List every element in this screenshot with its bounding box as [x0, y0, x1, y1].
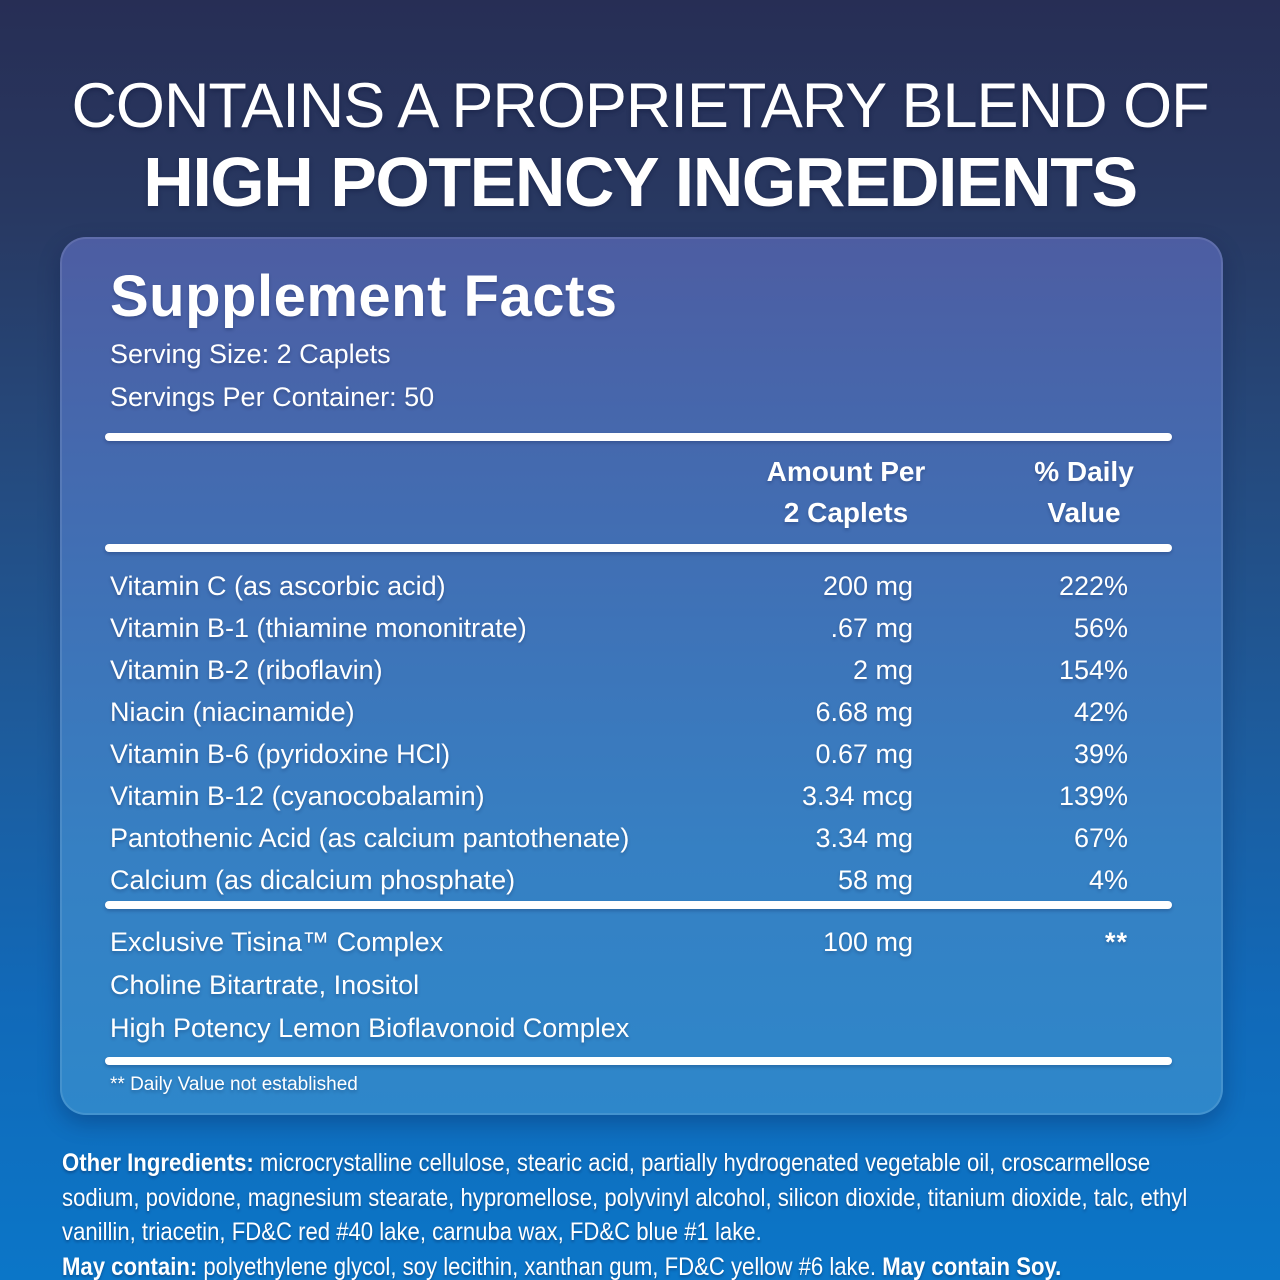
divider-line	[105, 901, 1172, 909]
table-row: Niacin (niacinamide) 6.68 mg 42%	[60, 697, 1223, 739]
column-header-amount-line2: 2 Caplets	[783, 497, 909, 528]
column-header-daily-value: % Daily Value	[984, 451, 1184, 533]
may-contain-soy: May contain Soy.	[882, 1252, 1062, 1280]
proprietary-complex-line2: Choline Bitartrate, Inositol	[60, 970, 1223, 1012]
other-ingredients-paragraph: Other Ingredients: microcrystalline cell…	[62, 1146, 1221, 1250]
divider-line	[105, 1057, 1172, 1065]
nutrient-name: Vitamin B-6 (pyridoxine HCl)	[110, 739, 451, 769]
proprietary-complex-row: Exclusive Tisina™ Complex 100 mg **	[60, 927, 1223, 969]
nutrient-amount: 200 mg	[822, 571, 913, 601]
column-header-dv-line2: Value	[1047, 497, 1121, 528]
nutrient-rows: Vitamin C (as ascorbic acid) 200 mg 222%…	[60, 571, 1223, 907]
servings-per-container: Servings Per Container: 50	[110, 382, 435, 412]
nutrient-name: Vitamin B-12 (cyanocobalamin)	[110, 781, 485, 811]
may-contain-label: May contain:	[62, 1252, 198, 1280]
nutrient-name: Niacin (niacinamide)	[110, 697, 355, 727]
divider-line	[105, 433, 1172, 441]
table-row: Vitamin C (as ascorbic acid) 200 mg 222%	[60, 571, 1223, 613]
panel-title: Supplement Facts	[110, 264, 618, 329]
nutrient-amount: .67 mg	[830, 613, 913, 643]
nutrient-daily-value: 39%	[1073, 739, 1128, 769]
may-contain-paragraph: May contain: polyethylene glycol, soy le…	[62, 1250, 1221, 1280]
column-header-dv-line1: % Daily	[1034, 456, 1134, 487]
supplement-facts-panel: Supplement Facts Serving Size: 2 Caplets…	[60, 237, 1223, 1115]
table-row: Vitamin B-6 (pyridoxine HCl) 0.67 mg 39%	[60, 739, 1223, 781]
nutrient-amount: 6.68 mg	[815, 697, 913, 727]
proprietary-complex-line3: High Potency Lemon Bioflavonoid Complex	[60, 1013, 1223, 1055]
other-ingredients-label: Other Ingredients:	[62, 1149, 254, 1177]
headline-line2: HIGH POTENCY INGREDIENTS	[143, 143, 1138, 221]
other-ingredients-text: microcrystalline cellulose, stearic acid…	[62, 1149, 1188, 1246]
nutrient-name: Vitamin B-2 (riboflavin)	[110, 655, 383, 685]
column-header-amount-line1: Amount Per	[766, 456, 926, 487]
table-row: Vitamin B-1 (thiamine mononitrate) .67 m…	[60, 613, 1223, 655]
proprietary-ingredient: Choline Bitartrate, Inositol	[110, 970, 420, 1000]
proprietary-complex-daily-value: **	[1104, 927, 1128, 957]
nutrient-daily-value: 56%	[1073, 613, 1128, 643]
nutrient-amount: 58 mg	[837, 865, 913, 895]
nutrient-daily-value: 4%	[1088, 865, 1128, 895]
nutrient-daily-value: 42%	[1073, 697, 1128, 727]
nutrient-name: Vitamin C (as ascorbic acid)	[110, 571, 446, 601]
nutrient-amount: 2 mg	[852, 655, 913, 685]
nutrient-name: Pantothenic Acid (as calcium pantothenat…	[110, 823, 630, 853]
nutrient-amount: 3.34 mcg	[801, 781, 913, 811]
divider-line	[105, 544, 1172, 552]
table-row: Vitamin B-2 (riboflavin) 2 mg 154%	[60, 655, 1223, 697]
proprietary-ingredient: High Potency Lemon Bioflavonoid Complex	[110, 1013, 630, 1043]
nutrient-daily-value: 67%	[1073, 823, 1128, 853]
table-row: Calcium (as dicalcium phosphate) 58 mg 4…	[60, 865, 1223, 907]
other-ingredients-section: Other Ingredients: microcrystalline cell…	[62, 1146, 1221, 1280]
nutrient-name: Vitamin B-1 (thiamine mononitrate)	[110, 613, 527, 643]
nutrient-amount: 3.34 mg	[815, 823, 913, 853]
table-row: Pantothenic Acid (as calcium pantothenat…	[60, 823, 1223, 865]
nutrient-name: Calcium (as dicalcium phosphate)	[110, 865, 516, 895]
column-header-amount: Amount Per 2 Caplets	[746, 451, 946, 533]
may-contain-text: polyethylene glycol, soy lecithin, xanth…	[197, 1252, 883, 1280]
proprietary-complex-name: Exclusive Tisina™ Complex	[110, 927, 444, 957]
nutrient-daily-value: 222%	[1058, 571, 1128, 601]
table-row: Vitamin B-12 (cyanocobalamin) 3.34 mcg 1…	[60, 781, 1223, 823]
serving-size: Serving Size: 2 Caplets	[110, 339, 391, 369]
daily-value-footnote: ** Daily Value not established	[110, 1074, 358, 1095]
nutrient-daily-value: 139%	[1058, 781, 1128, 811]
nutrient-amount: 0.67 mg	[815, 739, 913, 769]
headline: CONTAINS A PROPRIETARY BLEND OF HIGH POT…	[0, 70, 1280, 222]
nutrient-daily-value: 154%	[1058, 655, 1128, 685]
proprietary-complex-amount: 100 mg	[822, 927, 913, 957]
headline-line1: CONTAINS A PROPRIETARY BLEND OF	[71, 71, 1209, 141]
